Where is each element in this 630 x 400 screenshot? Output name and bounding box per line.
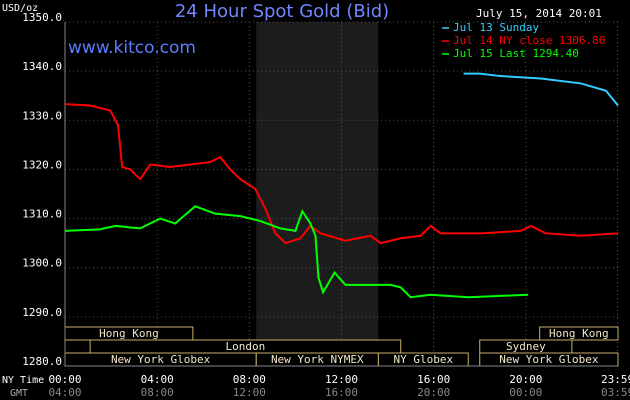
session-label: Hong Kong	[99, 327, 159, 340]
session-shade	[256, 22, 379, 366]
x-tick-label: 12:00	[325, 373, 358, 386]
y-tick-label: 1290.0	[22, 306, 62, 319]
session-label: New York Globex	[111, 353, 211, 366]
x-tick-label: 16:00	[417, 373, 450, 386]
x-tick-label-gmt: 20:00	[417, 386, 450, 399]
x-tick-label: 20:00	[509, 373, 542, 386]
series-line	[463, 72, 619, 107]
y-tick-label: 1350.0	[22, 11, 62, 24]
legend-label: Jul 15 Last 1294.40	[453, 47, 579, 60]
y-tick-label: 1280.0	[22, 355, 62, 368]
x-tick-label-gmt: 16:00	[325, 386, 358, 399]
y-tick-label: 1300.0	[22, 257, 62, 270]
x-row-label: GMT	[10, 388, 28, 399]
x-tick-label-gmt: 08:00	[141, 386, 174, 399]
x-tick-label-gmt: 03:59	[601, 386, 630, 399]
session-label: NY Globex	[393, 353, 453, 366]
legend-label: Jul 13 Sunday	[453, 21, 539, 34]
session-label: London	[226, 340, 266, 353]
session-label: Sydney	[506, 340, 546, 353]
session-label: New York NYMEX	[271, 353, 364, 366]
x-tick-label: 08:00	[233, 373, 266, 386]
legend-label: Jul 14 NY close 1306.80	[453, 34, 605, 47]
x-tick-label-gmt: 04:00	[48, 386, 81, 399]
x-tick-label: 00:00	[48, 373, 81, 386]
x-tick-label-gmt: 12:00	[233, 386, 266, 399]
timestamp: July 15, 2014 20:01	[476, 7, 602, 20]
x-tick-label: 04:00	[141, 373, 174, 386]
y-tick-label: 1320.0	[22, 158, 62, 171]
x-tick-label: 23:59	[601, 373, 630, 386]
y-axis-label: USD/oz	[2, 3, 38, 14]
chart-title: 24 Hour Spot Gold (Bid)	[175, 1, 389, 22]
y-tick-label: 1330.0	[22, 109, 62, 122]
y-tick-label: 1310.0	[22, 208, 62, 221]
session-box	[539, 326, 619, 341]
session-label: New York Globex	[499, 353, 599, 366]
y-tick-label: 1340.0	[22, 60, 62, 73]
session-label: Hong Kong	[549, 327, 609, 340]
x-row-label: NY Time	[2, 375, 44, 386]
series-line	[64, 205, 529, 299]
site-label: www.kitco.com	[68, 38, 196, 58]
x-tick-label-gmt: 00:00	[509, 386, 542, 399]
series-line	[64, 103, 619, 245]
